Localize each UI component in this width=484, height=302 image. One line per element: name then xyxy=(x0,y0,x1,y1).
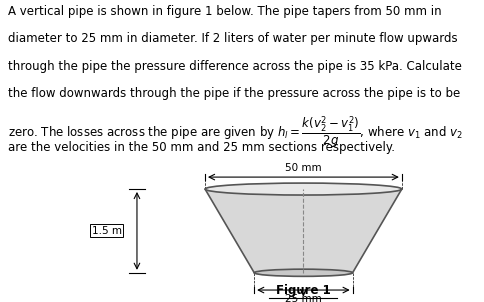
Text: through the pipe the pressure difference across the pipe is 35 kPa. Calculate: through the pipe the pressure difference… xyxy=(8,59,461,72)
Text: 50 mm: 50 mm xyxy=(285,163,321,173)
Text: the flow downwards through the pipe if the pressure across the pipe is to be: the flow downwards through the pipe if t… xyxy=(8,87,459,100)
Ellipse shape xyxy=(254,269,352,276)
Text: are the velocities in the 50 mm and 25 mm sections respectively.: are the velocities in the 50 mm and 25 m… xyxy=(8,141,394,154)
Polygon shape xyxy=(205,189,401,273)
Ellipse shape xyxy=(205,183,401,195)
Text: Figure 1: Figure 1 xyxy=(275,284,330,297)
Text: A vertical pipe is shown in figure 1 below. The pipe tapers from 50 mm in: A vertical pipe is shown in figure 1 bel… xyxy=(8,5,441,18)
Text: 25 mm: 25 mm xyxy=(285,294,321,302)
Text: zero. The losses across the pipe are given by $h_l = \dfrac{k(v_2^2-v_1^2)}{2g}$: zero. The losses across the pipe are giv… xyxy=(8,114,462,150)
Text: diameter to 25 mm in diameter. If 2 liters of water per minute flow upwards: diameter to 25 mm in diameter. If 2 lite… xyxy=(8,32,457,45)
Text: 1.5 m: 1.5 m xyxy=(91,226,121,236)
